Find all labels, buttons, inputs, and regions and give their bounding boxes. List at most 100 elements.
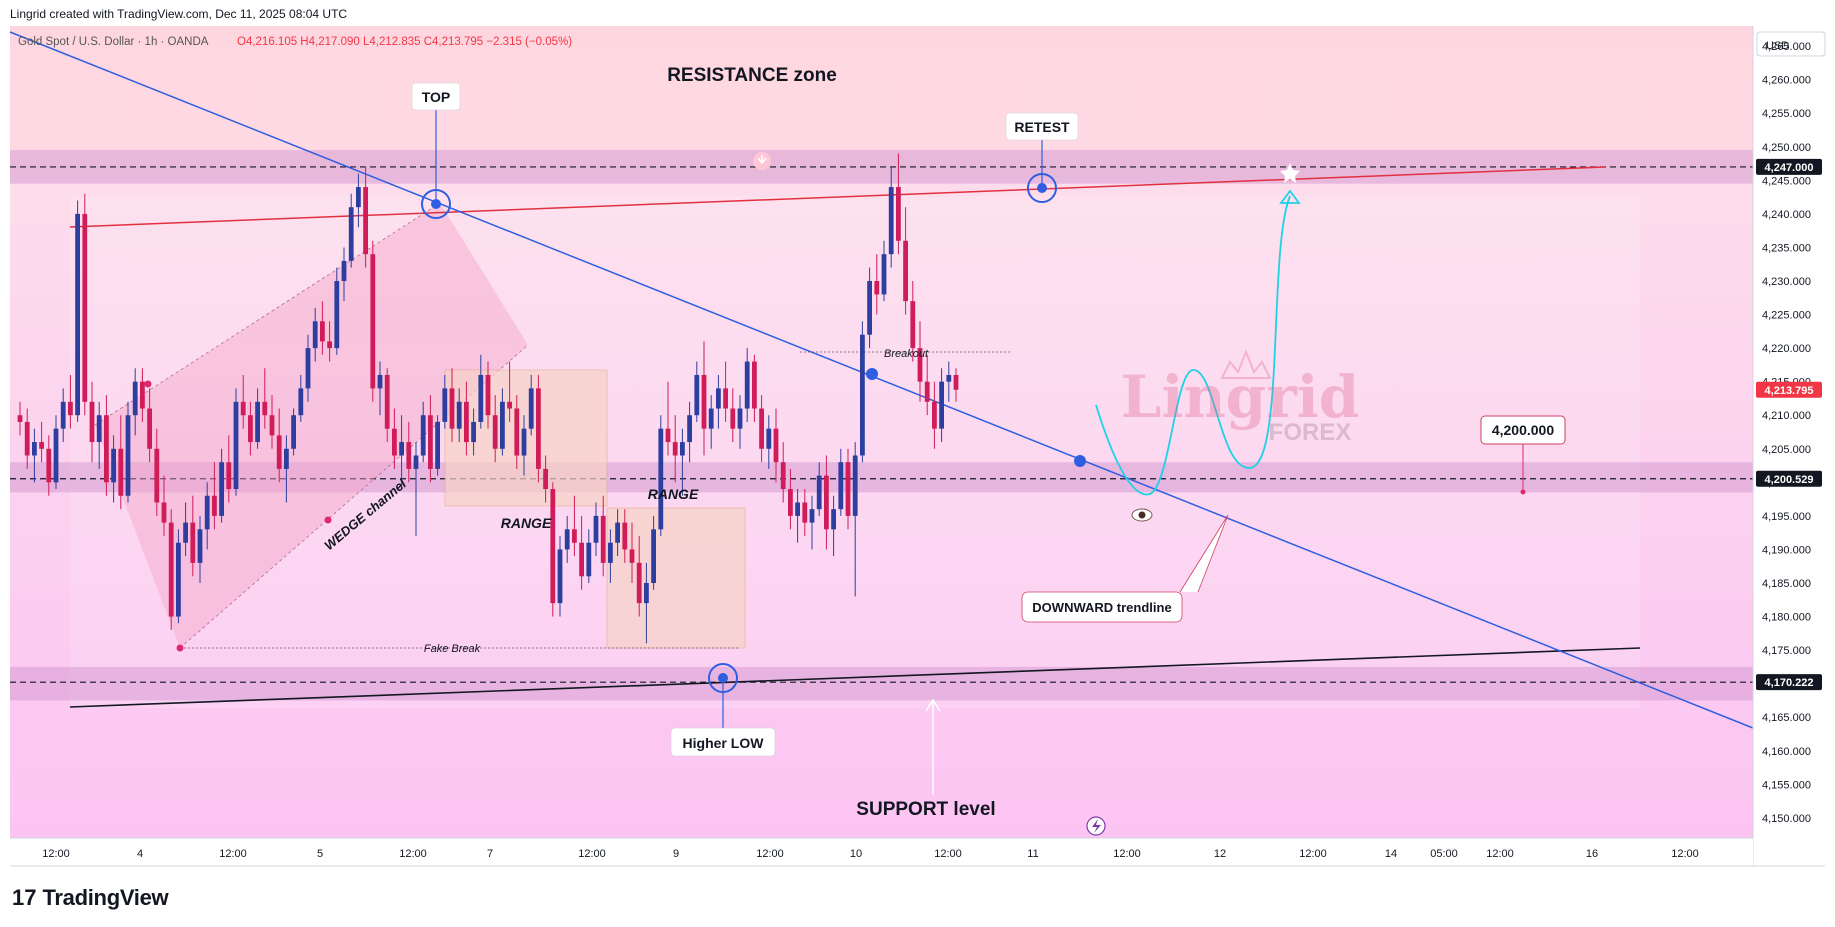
candle-body — [586, 542, 592, 577]
candle-body — [89, 401, 95, 443]
candle-body — [291, 415, 296, 449]
candle-body — [255, 401, 260, 443]
candle-body — [838, 462, 844, 510]
price-tick-label: 4,250.000 — [1762, 142, 1811, 154]
support-level-label: SUPPORT level — [856, 799, 995, 820]
currency-button[interactable]: USD — [1756, 31, 1826, 57]
target-pin-dot — [1520, 489, 1526, 495]
price-tick-label: 4,155.000 — [1762, 779, 1811, 791]
candle-body — [708, 408, 714, 429]
candle-body — [500, 401, 505, 449]
candle-body — [305, 348, 311, 389]
candle-body — [132, 381, 138, 416]
candle-body — [766, 428, 772, 449]
time-tick-label: 4 — [137, 848, 143, 860]
candle-body — [240, 401, 246, 416]
wedge-pivot-1 — [144, 380, 152, 388]
price-ticks: 4,150.000 4,155.000 4,160.000 4,165.000 4,17… — [1762, 41, 1811, 825]
candle-body — [111, 448, 116, 483]
candle-body — [773, 428, 779, 463]
candle-body — [370, 254, 376, 389]
zone-support — [10, 666, 1753, 701]
candle-body — [896, 187, 901, 241]
candle-body — [701, 374, 707, 429]
red-resistance-trendline — [69, 166, 1606, 228]
candle-body — [183, 522, 188, 543]
candle-body — [528, 388, 534, 429]
support-arrow-head — [925, 698, 941, 712]
candle-body — [233, 401, 239, 490]
candle-body — [852, 455, 858, 516]
candle-body — [334, 281, 340, 349]
candle-body — [456, 401, 462, 429]
time-tick-label: 12:00 — [1486, 848, 1514, 860]
projected-path — [1095, 195, 1291, 496]
candle-body — [46, 448, 52, 483]
price-tick-label: 4,160.000 — [1762, 746, 1811, 758]
candle-body — [600, 515, 606, 563]
lightning-icon — [1086, 816, 1106, 836]
candle-body — [809, 509, 815, 523]
wedge-triangle — [95, 203, 528, 648]
candle-body — [312, 321, 318, 349]
candle-body — [147, 408, 152, 449]
retest-callout: RETEST — [1005, 112, 1079, 141]
candle-body — [298, 388, 304, 416]
candle-body — [392, 428, 397, 456]
wedge-pivot-3 — [176, 644, 184, 652]
tradingview-logo[interactable]: 17 TradingView — [12, 885, 169, 911]
candle-body — [680, 442, 685, 456]
price-tick-label: 4,165.000 — [1762, 712, 1811, 724]
projected-arrowhead — [1279, 189, 1301, 204]
price-tick-label: 4,230.000 — [1762, 276, 1811, 288]
wedge-upper-line — [94, 202, 441, 426]
candle-body — [608, 542, 613, 563]
candle-body — [363, 187, 368, 255]
higher-low-circle — [708, 663, 738, 693]
candle-body — [219, 462, 224, 516]
candle-body — [485, 374, 491, 416]
higher-low-dot — [718, 673, 728, 683]
candle-body — [449, 388, 455, 429]
price-tick-label: 4,180.000 — [1762, 612, 1811, 624]
price-tag-label: 4,213.795 — [1765, 385, 1814, 397]
candle-body — [464, 401, 469, 443]
candle-body — [377, 374, 383, 389]
price-tag-box — [1756, 674, 1822, 691]
candle-body — [903, 240, 908, 302]
breakout-dot — [866, 368, 878, 380]
downward-blue-trendline — [9, 31, 1754, 729]
time-tick-label: 7 — [487, 848, 493, 860]
time-tick-label: 12:00 — [399, 848, 427, 860]
fake-break-label: Fake Break — [424, 643, 481, 655]
candle-body — [60, 401, 66, 429]
price-tick-label: 4,220.000 — [1762, 343, 1811, 355]
zone-mid — [10, 462, 1753, 493]
candle-body — [665, 428, 671, 443]
candle-body — [276, 435, 282, 469]
candle-body — [125, 415, 131, 496]
candle-body — [730, 408, 736, 429]
candle-body — [269, 415, 275, 436]
time-tick-label: 12:00 — [1299, 848, 1327, 860]
black-support-trendline — [69, 647, 1641, 708]
candle-body — [348, 207, 354, 261]
trend-touch-dot — [1074, 455, 1086, 467]
price-tag-box — [1756, 158, 1822, 175]
chart-credit: Lingrid created with TradingView.com, De… — [10, 7, 348, 21]
time-tick-label: 12:00 — [756, 848, 784, 860]
candle-body — [910, 301, 916, 349]
time-tick-label: 12:00 — [219, 848, 247, 860]
candle-body — [759, 408, 764, 449]
time-tick-label: 14 — [1385, 848, 1397, 860]
candle-body — [946, 374, 952, 382]
candle-body — [492, 415, 498, 449]
breakout-label: Breakout — [884, 348, 929, 360]
symbol-name: Gold Spot / U.S. Dollar · 1h · OANDA — [18, 36, 209, 48]
candle-body — [341, 260, 347, 282]
candle-body — [788, 489, 793, 516]
candle-body — [75, 213, 80, 416]
candle-body — [161, 502, 167, 523]
candle-body — [104, 415, 109, 483]
